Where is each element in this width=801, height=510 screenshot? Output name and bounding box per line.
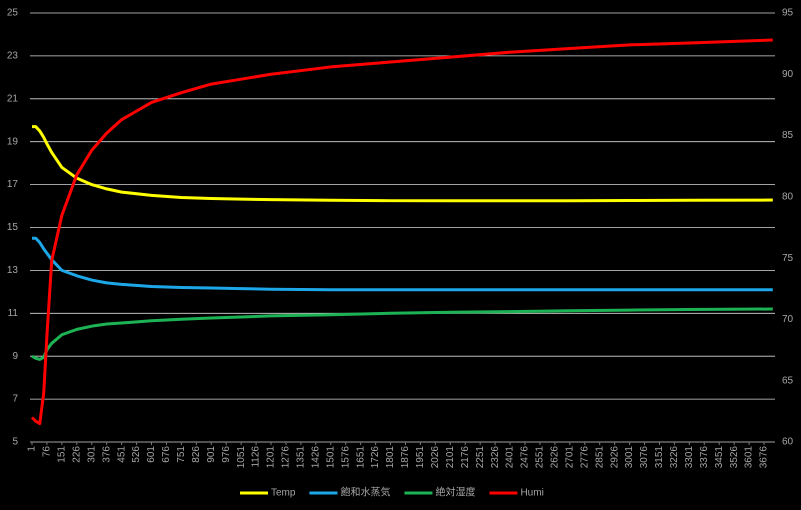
x-tick-label: 1276 [281, 446, 292, 469]
x-tick-label: 226 [71, 446, 82, 463]
x-tick-label: 826 [191, 446, 202, 463]
y2-tick-label: 70 [782, 314, 794, 325]
y-tick-label: 25 [7, 8, 19, 19]
x-tick-label: 2926 [609, 446, 620, 469]
x-tick-label: 3301 [684, 446, 695, 469]
y-tick-label: 11 [8, 308, 19, 319]
line [31, 125, 773, 203]
y2-tick-label: 95 [782, 8, 794, 19]
legend-label: Temp [271, 488, 296, 499]
y-tick-label: 17 [7, 179, 19, 190]
x-tick-label: 676 [161, 446, 172, 463]
x-tick-label: 1726 [370, 446, 381, 469]
x-tick-label: 2326 [490, 446, 501, 469]
x-tick-label: 451 [116, 446, 127, 463]
x-tick-label: 2176 [460, 446, 471, 469]
y-tick-label: 15 [7, 222, 19, 233]
x-tick-label: 526 [131, 446, 142, 463]
x-tick-label: 3226 [669, 446, 680, 469]
x-tick-label: 2101 [445, 446, 456, 469]
y-tick-label: 13 [7, 265, 19, 276]
y2-tick-label: 60 [782, 437, 794, 448]
x-tick-label: 301 [86, 446, 97, 463]
y-tick-label: 9 [12, 351, 18, 362]
x-tick-label: 3526 [729, 446, 740, 469]
x-tick-label: 1951 [415, 446, 426, 469]
x-tick-label: 76 [42, 446, 53, 458]
x-tick-label: 1801 [385, 446, 396, 469]
y-tick-label: 5 [12, 437, 18, 448]
x-tick-label: 1126 [251, 446, 262, 468]
legend-label: Humi [520, 488, 543, 499]
legend-label: 飽和水蒸気 [340, 486, 390, 499]
line [30, 38, 773, 426]
x-tick-label: 1051 [236, 446, 247, 469]
x-tick-label: 3076 [639, 446, 650, 469]
y2-tick-label: 90 [782, 69, 794, 80]
y2-tick-label: 80 [782, 191, 794, 202]
x-tick-label: 2626 [550, 446, 561, 469]
line [31, 236, 773, 292]
x-tick-label: 751 [176, 446, 187, 463]
x-tick-label: 2701 [564, 446, 575, 469]
y-tick-label: 23 [7, 51, 19, 62]
line [31, 307, 773, 361]
x-tick-label: 3601 [744, 446, 755, 469]
x-tick-label: 3001 [624, 446, 635, 469]
x-tick-label: 1351 [296, 446, 307, 469]
x-tick-label: 1876 [400, 446, 411, 469]
x-tick-label: 1576 [340, 446, 351, 469]
x-tick-label: 3676 [759, 446, 770, 469]
x-tick-label: 2251 [475, 446, 486, 469]
x-tick-label: 3376 [699, 446, 710, 469]
x-tick-label: 2551 [535, 446, 546, 469]
x-tick-label: 2476 [520, 446, 531, 469]
y-tick-label: 19 [7, 136, 19, 147]
y-tick-label: 7 [12, 394, 18, 405]
x-tick-label: 2776 [579, 446, 590, 469]
legend-label: 絶対湿度 [435, 486, 475, 499]
x-tick-label: 3151 [654, 446, 665, 469]
x-tick-label: 2851 [594, 446, 605, 469]
y2-tick-label: 85 [782, 130, 794, 141]
y2-tick-label: 75 [782, 253, 794, 264]
x-tick-label: 1 [27, 446, 38, 452]
y-tick-label: 21 [7, 93, 19, 104]
x-tick-label: 2401 [505, 446, 516, 469]
x-tick-label: 376 [101, 446, 112, 463]
x-tick-label: 976 [221, 446, 232, 463]
x-tick-label: 2026 [430, 446, 441, 469]
x-tick-label: 901 [206, 446, 217, 463]
x-tick-label: 1651 [355, 446, 366, 469]
x-tick-label: 601 [146, 446, 157, 463]
x-tick-label: 151 [57, 446, 68, 463]
y2-tick-label: 65 [782, 375, 794, 386]
x-tick-label: 1201 [266, 446, 277, 469]
x-tick-label: 1501 [325, 446, 336, 469]
x-tick-label: 3451 [714, 446, 725, 469]
x-tick-label: 1426 [310, 446, 321, 469]
